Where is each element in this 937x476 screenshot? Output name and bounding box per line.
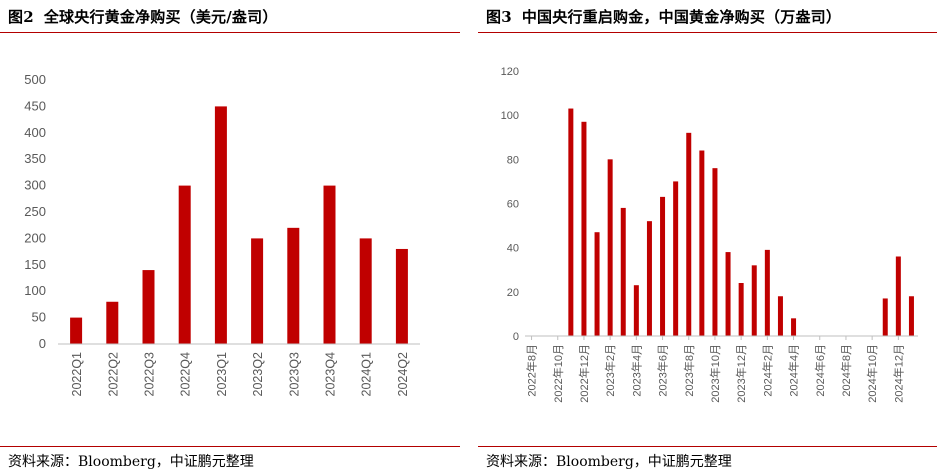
figure-3-label: 图3 bbox=[486, 8, 512, 26]
fig3-bar bbox=[882, 298, 888, 336]
fig2-bar bbox=[323, 185, 336, 344]
fig2-bar bbox=[214, 106, 227, 345]
fig2-y-tick-label: 200 bbox=[24, 230, 46, 245]
fig2-y-tick-label: 100 bbox=[24, 283, 46, 298]
figure-3-top-rule bbox=[478, 32, 937, 33]
figure-2-title-text: 全球央行黄金净购买（美元/盎司） bbox=[43, 8, 278, 26]
fig3-y-tick-label: 60 bbox=[507, 199, 519, 211]
fig3-bar bbox=[764, 249, 770, 336]
fig3-y-tick-label: 120 bbox=[501, 66, 519, 78]
fig3-x-tick-label: 2023年6月 bbox=[656, 344, 670, 397]
fig3-bar bbox=[699, 150, 705, 336]
fig3-bar bbox=[777, 296, 783, 336]
fig2-bar bbox=[142, 270, 155, 344]
fig2-y-tick-label: 150 bbox=[24, 257, 46, 272]
fig3-x-tick-label: 2023年8月 bbox=[682, 344, 696, 397]
fig3-x-tick-label: 2024年2月 bbox=[760, 344, 774, 397]
fig2-bar bbox=[359, 238, 372, 344]
fig3-y-tick-label: 20 bbox=[507, 287, 519, 299]
fig3-x-tick-label: 2022年8月 bbox=[525, 344, 539, 397]
fig2-y-tick-label: 500 bbox=[24, 72, 46, 87]
figure-2-title: 图2 全球央行黄金净购买（美元/盎司） bbox=[8, 6, 278, 27]
fig2-y-tick-label: 250 bbox=[24, 204, 46, 219]
fig2-y-tick-label: 0 bbox=[39, 336, 46, 351]
fig3-x-tick-label: 2024年8月 bbox=[839, 344, 853, 397]
figure-3-bar-chart: 0 20 40 60 80 100 120 2022年8月 2022年10月 2022年12月 20… bbox=[501, 66, 918, 403]
fig2-y-tick-label: 300 bbox=[24, 178, 46, 193]
fig3-bar bbox=[738, 283, 744, 336]
fig3-x-tick-label: 2024年4月 bbox=[787, 344, 801, 397]
fig2-y-tick-label: 50 bbox=[32, 310, 46, 325]
fig3-bar bbox=[908, 296, 914, 336]
fig3-x-tick-label: 2023年12月 bbox=[734, 344, 748, 403]
fig2-x-tick-label: 2024Q1 bbox=[360, 352, 374, 397]
fig2-bar bbox=[70, 317, 83, 344]
fig3-bar bbox=[607, 159, 613, 336]
fig2-bar bbox=[395, 248, 408, 344]
fig3-bar bbox=[620, 207, 626, 336]
fig3-bar bbox=[686, 132, 692, 336]
fig2-bar bbox=[287, 227, 300, 344]
fig3-x-tick-label: 2024年6月 bbox=[813, 344, 827, 397]
fig2-bar bbox=[251, 238, 264, 344]
fig3-x-tick-label: 2024年12月 bbox=[891, 344, 905, 403]
fig3-bar bbox=[660, 196, 666, 336]
fig3-y-tick-label: 100 bbox=[501, 110, 519, 122]
fig3-bar bbox=[581, 121, 587, 337]
fig2-x-tick-label: 2023Q2 bbox=[251, 352, 265, 397]
fig2-y-tick-label: 450 bbox=[24, 98, 46, 113]
fig3-x-tick-label: 2023年2月 bbox=[603, 344, 617, 397]
fig2-x-tick-label: 2022Q3 bbox=[143, 352, 157, 397]
fig2-y-tick-label: 350 bbox=[24, 151, 46, 166]
figure-3-bottom-rule bbox=[478, 446, 937, 447]
fig3-x-tick-label: 2022年10月 bbox=[551, 344, 565, 403]
fig2-x-tick-label: 2024Q2 bbox=[396, 352, 410, 397]
fig3-bar bbox=[791, 318, 797, 336]
fig2-bar bbox=[106, 301, 119, 344]
fig3-bar bbox=[725, 252, 731, 336]
fig3-x-tick-label: 2023年10月 bbox=[708, 344, 722, 403]
fig2-x-tick-label: 2023Q1 bbox=[215, 352, 229, 397]
fig3-bar bbox=[712, 168, 718, 336]
fig2-x-tick-label: 2022Q4 bbox=[179, 352, 193, 397]
fig3-x-tick-label: 2023年4月 bbox=[629, 344, 643, 397]
fig3-y-tick-label: 0 bbox=[513, 331, 519, 343]
figure-3-source: 资料来源：Bloomberg，中证鹏元整理 bbox=[486, 454, 732, 470]
fig3-bar bbox=[633, 285, 639, 336]
figure-2-bottom-rule bbox=[0, 446, 460, 447]
fig2-x-tick-label: 2022Q2 bbox=[106, 352, 120, 397]
fig3-bar bbox=[673, 181, 679, 336]
fig2-x-tick-label: 2023Q3 bbox=[287, 352, 301, 397]
fig3-y-tick-label: 40 bbox=[507, 243, 519, 255]
figure-3-title-text: 中国央行重启购金，中国黄金净购买（万盎司） bbox=[521, 8, 842, 26]
figure-2-label: 图2 bbox=[8, 8, 34, 26]
fig3-bar bbox=[751, 265, 757, 336]
fig3-y-tick-label: 80 bbox=[507, 154, 519, 166]
figure-3-title: 图3 中国央行重启购金，中国黄金净购买（万盎司） bbox=[486, 6, 841, 27]
fig2-bar bbox=[178, 185, 191, 344]
fig3-x-tick-label: 2022年12月 bbox=[577, 344, 591, 403]
figure-2-top-rule bbox=[0, 32, 460, 33]
fig3-x-tick-label: 2024年10月 bbox=[865, 344, 879, 403]
figure-3-panel: 图3 中国央行重启购金，中国黄金净购买（万盎司） 0 20 40 60 80 100 120 2… bbox=[478, 0, 937, 476]
fig3-bar bbox=[568, 108, 574, 337]
figure-2-source: 资料来源：Bloomberg，中证鹏元整理 bbox=[8, 454, 254, 470]
fig2-x-tick-label: 2023Q4 bbox=[324, 352, 338, 397]
figure-2-bar-chart: 0 50 100 150 200 250 300 350 400 450 500 2022Q1 2022… bbox=[24, 72, 420, 397]
fig3-bar bbox=[646, 221, 652, 336]
figure-2-panel: 图2 全球央行黄金净购买（美元/盎司） 0 50 100 150 200 250 300 350… bbox=[0, 0, 460, 476]
fig3-bar bbox=[594, 232, 600, 336]
fig2-x-tick-label: 2022Q1 bbox=[70, 352, 84, 397]
fig2-y-tick-label: 400 bbox=[24, 125, 46, 140]
fig3-bar bbox=[895, 256, 901, 336]
